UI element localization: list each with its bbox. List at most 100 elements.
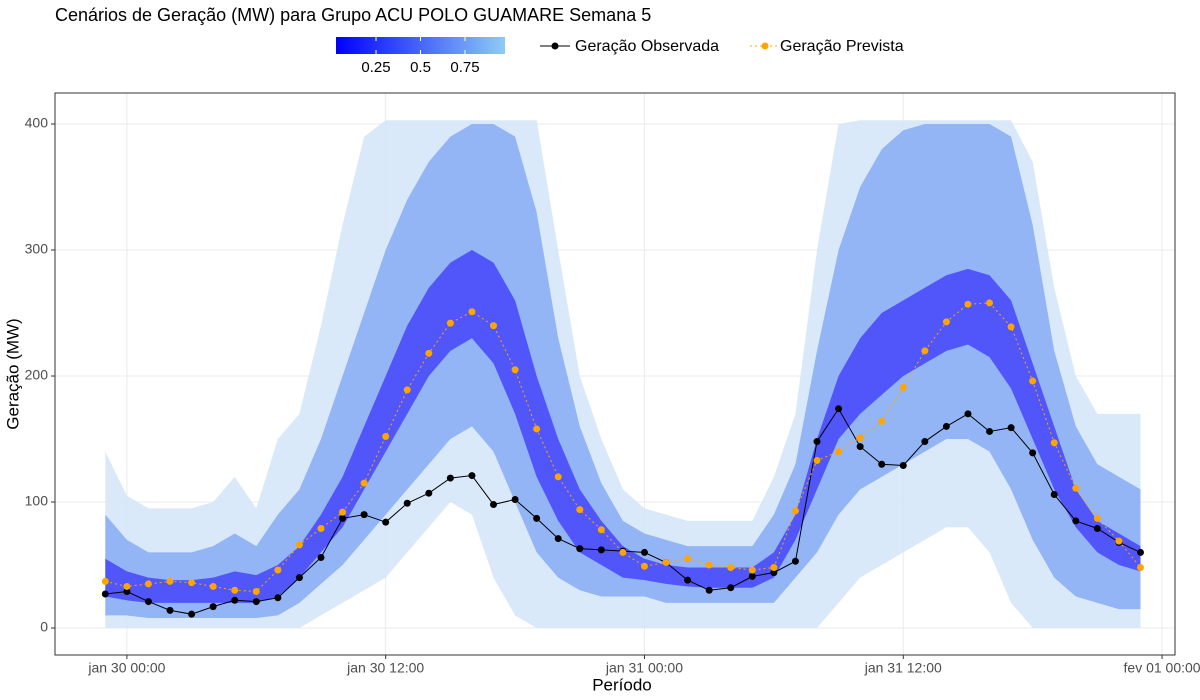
data-point — [705, 586, 713, 594]
data-point — [640, 548, 648, 556]
data-point — [921, 347, 929, 355]
data-point — [123, 587, 131, 595]
data-point — [684, 576, 692, 584]
data-point — [770, 564, 778, 572]
data-point — [101, 590, 109, 598]
data-point — [813, 438, 821, 446]
data-point — [1050, 490, 1058, 498]
data-point — [1093, 524, 1101, 532]
data-point — [295, 541, 303, 549]
data-point — [490, 322, 498, 330]
data-point — [339, 514, 347, 522]
data-point — [1093, 514, 1101, 522]
data-point — [1072, 484, 1080, 492]
data-point — [382, 518, 390, 526]
data-point — [144, 598, 152, 606]
data-point — [597, 526, 605, 534]
data-point — [317, 524, 325, 532]
data-point — [986, 427, 994, 435]
x-axis-title: Período — [592, 675, 652, 694]
y-tick-label: 0 — [40, 619, 48, 635]
data-point — [274, 594, 282, 602]
data-point — [619, 548, 627, 556]
data-point — [468, 472, 476, 480]
data-point — [597, 546, 605, 554]
data-point — [209, 603, 217, 611]
y-tick-label: 300 — [25, 241, 49, 257]
y-axis-title: Geração (MW) — [3, 318, 22, 429]
data-point — [942, 318, 950, 326]
x-tick-label: jan 31 00:00 — [605, 660, 683, 676]
data-point — [425, 349, 433, 357]
fan-band — [105, 250, 1141, 603]
data-point — [942, 422, 950, 430]
plot-border — [54, 92, 1176, 656]
legend-marker — [761, 42, 769, 50]
y-tick-label: 200 — [25, 367, 49, 383]
data-point — [1007, 323, 1015, 331]
colorbar-label: 0.5 — [410, 59, 431, 76]
data-point — [209, 582, 217, 590]
data-point — [533, 425, 541, 433]
data-point — [101, 577, 109, 585]
x-tick-label: jan 30 00:00 — [87, 660, 165, 676]
data-point — [188, 579, 196, 587]
fan-band — [105, 123, 1141, 618]
data-point — [490, 501, 498, 509]
x-tick-label: fev 01 00:00 — [1124, 660, 1200, 676]
data-point — [511, 366, 519, 374]
data-point — [295, 574, 303, 582]
data-point — [554, 473, 562, 481]
data-point — [511, 496, 519, 504]
data-point — [403, 499, 411, 507]
data-point — [1115, 537, 1123, 545]
data-point — [835, 405, 843, 413]
legend-label: Geração Observada — [575, 38, 719, 55]
colorbar — [336, 37, 505, 54]
data-point — [123, 582, 131, 590]
data-point — [878, 460, 886, 468]
data-point — [1136, 548, 1144, 556]
data-point — [576, 545, 584, 553]
data-point — [791, 557, 799, 565]
colorbar-label: 0.75 — [450, 59, 479, 76]
data-point — [446, 319, 454, 327]
y-tick-label: 400 — [25, 115, 49, 131]
legend-marker — [551, 42, 559, 50]
data-point — [1007, 424, 1015, 432]
data-point — [425, 489, 433, 497]
data-point — [360, 511, 368, 519]
data-point — [899, 461, 907, 469]
data-point — [856, 434, 864, 442]
data-point — [403, 386, 411, 394]
data-point — [1050, 439, 1058, 447]
data-point — [705, 561, 713, 569]
data-point — [662, 559, 670, 567]
data-point — [144, 580, 152, 588]
data-point — [640, 562, 648, 570]
data-point — [964, 410, 972, 418]
data-point — [554, 535, 562, 543]
data-point — [360, 479, 368, 487]
data-point — [986, 299, 994, 307]
data-point — [166, 606, 174, 614]
data-point — [231, 596, 239, 604]
x-tick-label: jan 31 12:00 — [864, 660, 942, 676]
x-tick-label: jan 30 12:00 — [346, 660, 424, 676]
data-point — [878, 417, 886, 425]
data-point — [899, 383, 907, 391]
data-point — [684, 555, 692, 563]
data-point — [770, 569, 778, 577]
colorbar-label: 0.25 — [361, 59, 390, 76]
data-point — [382, 433, 390, 441]
data-point — [813, 456, 821, 464]
data-point — [1072, 517, 1080, 525]
legend-label: Geração Prevista — [780, 38, 904, 55]
data-point — [1136, 564, 1144, 572]
data-point — [468, 308, 476, 316]
y-tick-label: 100 — [25, 493, 49, 509]
data-point — [446, 474, 454, 482]
data-point — [1029, 377, 1037, 385]
data-point — [856, 443, 864, 451]
